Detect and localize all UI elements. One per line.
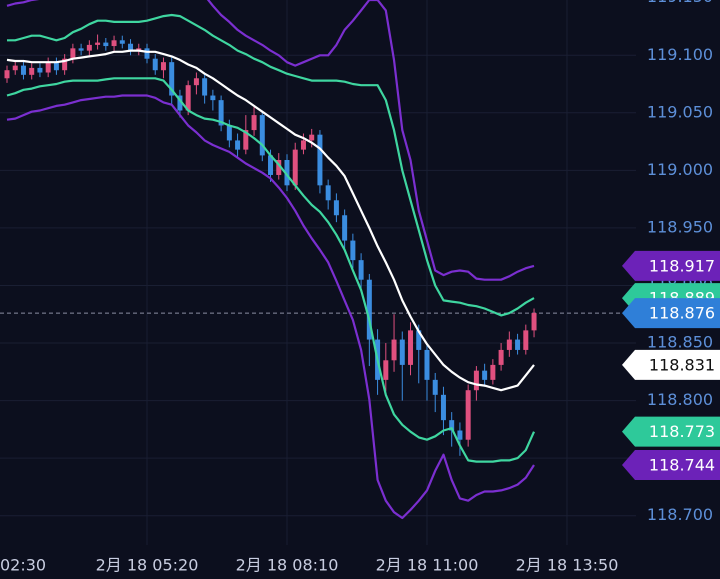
y-tick-label: 118.850 bbox=[647, 333, 713, 352]
price-badge bbox=[622, 250, 720, 281]
candle-body bbox=[29, 67, 35, 75]
candle-body bbox=[226, 125, 232, 141]
candle-body bbox=[12, 65, 18, 71]
candle-body bbox=[103, 42, 109, 47]
candle-body bbox=[440, 394, 446, 421]
candle-body bbox=[45, 62, 51, 73]
price-badge-label: 118.917 bbox=[649, 256, 715, 275]
candle-body bbox=[457, 430, 463, 440]
candle-body bbox=[70, 48, 76, 59]
price-badge-label: 118.876 bbox=[649, 304, 715, 323]
candle-body bbox=[465, 390, 471, 440]
candle-body bbox=[399, 339, 405, 365]
price-badges: 118.917118.889118.876118.831118.773118.7… bbox=[622, 250, 720, 481]
candle-body bbox=[4, 70, 10, 79]
candle-body bbox=[128, 43, 134, 51]
candle-body bbox=[193, 78, 199, 86]
candle-body bbox=[498, 349, 504, 365]
price-badge-label: 118.831 bbox=[649, 355, 715, 374]
candle-body bbox=[432, 379, 438, 395]
candle-body bbox=[20, 65, 26, 75]
candle-body bbox=[276, 160, 282, 175]
candle-body bbox=[531, 313, 537, 331]
band-line bbox=[6, 77, 536, 463]
band-line bbox=[7, 13, 535, 317]
candle-body bbox=[86, 44, 92, 51]
candle-body bbox=[482, 370, 488, 380]
candle-body bbox=[144, 48, 150, 59]
candle-body bbox=[111, 40, 117, 47]
candle-body bbox=[391, 339, 397, 361]
candle-body bbox=[185, 85, 191, 111]
candle-body bbox=[95, 42, 101, 45]
x-tick-label: 02:30 bbox=[0, 556, 46, 575]
x-tick-label: 2月 18 13:50 bbox=[516, 556, 619, 575]
candle-body bbox=[350, 240, 356, 261]
candle-body bbox=[490, 364, 496, 380]
candle-body bbox=[251, 115, 257, 131]
x-tick-label: 2月 18 11:00 bbox=[376, 556, 479, 575]
candle-body bbox=[259, 115, 265, 156]
candle-body bbox=[235, 140, 241, 150]
band-line bbox=[6, 94, 535, 520]
candle-body bbox=[202, 78, 208, 96]
plot-area bbox=[4, 0, 537, 520]
candle-body bbox=[424, 349, 430, 380]
price-badge bbox=[622, 450, 720, 481]
candle-body bbox=[300, 140, 306, 150]
y-tick-label: 119.150 bbox=[647, 0, 713, 6]
y-tick-label: 119.100 bbox=[647, 45, 713, 64]
candle-body bbox=[358, 260, 364, 280]
candle-body bbox=[37, 67, 43, 73]
candle-body bbox=[366, 279, 372, 340]
candle-body bbox=[169, 62, 175, 96]
candle-body bbox=[152, 58, 158, 71]
candle-body bbox=[325, 185, 331, 201]
y-tick-label: 119.000 bbox=[647, 160, 713, 179]
y-tick-label: 118.950 bbox=[647, 217, 713, 236]
price-badge-label: 118.744 bbox=[649, 456, 715, 475]
candle-body bbox=[210, 95, 216, 101]
candle-body bbox=[333, 200, 339, 216]
price-badge bbox=[622, 416, 720, 447]
candle-body bbox=[383, 360, 389, 380]
candle-body bbox=[506, 339, 512, 350]
candle-body bbox=[523, 330, 529, 350]
band-line bbox=[6, 0, 535, 281]
candle-body bbox=[160, 62, 166, 71]
candle-body bbox=[78, 48, 84, 51]
candle-body bbox=[317, 134, 323, 186]
candle-body bbox=[309, 134, 315, 141]
price-badge bbox=[622, 298, 720, 329]
candle-body bbox=[268, 155, 274, 175]
candle-body bbox=[218, 100, 224, 126]
y-tick-label: 118.800 bbox=[647, 390, 713, 409]
candle-body bbox=[119, 40, 125, 44]
y-tick-label: 118.700 bbox=[647, 505, 713, 524]
candle-body bbox=[243, 130, 249, 150]
candle-body bbox=[284, 160, 290, 186]
candle-body bbox=[416, 330, 422, 350]
candle-body bbox=[53, 62, 59, 71]
price-badge bbox=[622, 349, 720, 380]
x-tick-label: 2月 18 08:10 bbox=[236, 556, 339, 575]
candle-body bbox=[136, 48, 142, 51]
candle-body bbox=[515, 339, 521, 350]
band-line bbox=[6, 49, 535, 392]
candle-body bbox=[408, 330, 414, 365]
candle-body bbox=[449, 420, 455, 431]
candle-body bbox=[177, 95, 183, 111]
y-tick-label: 119.050 bbox=[647, 102, 713, 121]
price-badge-label: 118.773 bbox=[649, 422, 715, 441]
x-tick-label: 2月 18 05:20 bbox=[96, 556, 199, 575]
candle-body bbox=[473, 370, 479, 391]
candle-body bbox=[62, 58, 68, 71]
candle-body bbox=[342, 215, 348, 241]
candle-body bbox=[292, 149, 298, 186]
